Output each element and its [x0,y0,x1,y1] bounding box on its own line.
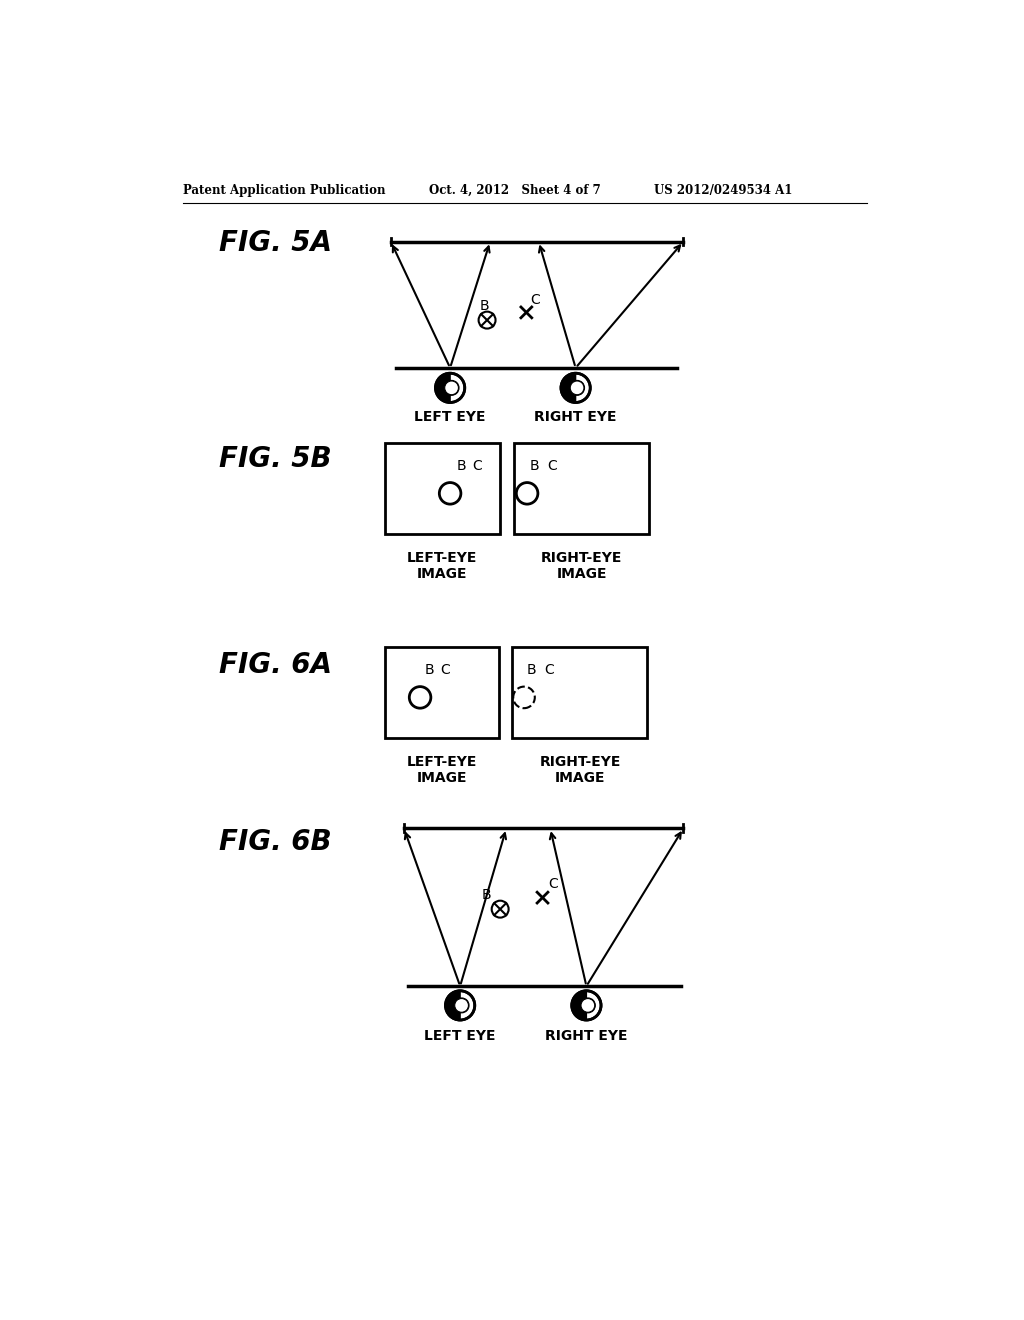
Polygon shape [435,374,451,403]
Text: C: C [549,876,558,891]
Text: LEFT EYE: LEFT EYE [424,1030,496,1043]
Circle shape [581,998,595,1012]
Text: B: B [457,459,467,474]
Text: B: B [481,888,492,903]
Bar [385,647,499,738]
Text: LEFT EYE: LEFT EYE [415,411,485,424]
Text: FIG. 6A: FIG. 6A [219,651,332,678]
Circle shape [455,998,468,1012]
Text: C: C [530,293,541,308]
Text: B: B [530,459,540,474]
Circle shape [571,991,601,1020]
Polygon shape [571,991,587,1020]
Text: Oct. 4, 2012   Sheet 4 of 7: Oct. 4, 2012 Sheet 4 of 7 [429,185,601,197]
Circle shape [435,374,465,403]
Text: C: C [548,459,557,474]
Text: C: C [545,664,554,677]
Text: B: B [479,300,488,313]
Text: LEFT-EYE
IMAGE: LEFT-EYE IMAGE [408,552,477,581]
Text: C: C [440,664,450,677]
Bar [385,444,500,535]
Text: FIG. 6B: FIG. 6B [219,828,332,857]
Text: LEFT-EYE
IMAGE: LEFT-EYE IMAGE [407,755,477,785]
Circle shape [570,381,584,395]
Circle shape [561,374,590,403]
Text: Patent Application Publication: Patent Application Publication [183,185,385,197]
Text: US 2012/0249534 A1: US 2012/0249534 A1 [654,185,793,197]
Circle shape [581,998,595,1012]
Text: B: B [526,664,536,677]
Polygon shape [445,991,460,1020]
Text: RIGHT-EYE
IMAGE: RIGHT-EYE IMAGE [541,552,623,581]
Text: B: B [425,664,434,677]
Text: RIGHT-EYE
IMAGE: RIGHT-EYE IMAGE [540,755,621,785]
Bar [514,444,649,535]
Text: RIGHT EYE: RIGHT EYE [535,411,616,424]
Polygon shape [561,374,575,403]
Text: C: C [472,459,482,474]
Circle shape [445,991,475,1020]
Circle shape [444,380,459,395]
Text: FIG. 5B: FIG. 5B [219,445,332,473]
Circle shape [569,380,585,395]
Circle shape [444,381,459,395]
Text: RIGHT EYE: RIGHT EYE [545,1030,628,1043]
Text: FIG. 5A: FIG. 5A [219,230,332,257]
Bar [512,647,647,738]
Circle shape [455,998,469,1012]
